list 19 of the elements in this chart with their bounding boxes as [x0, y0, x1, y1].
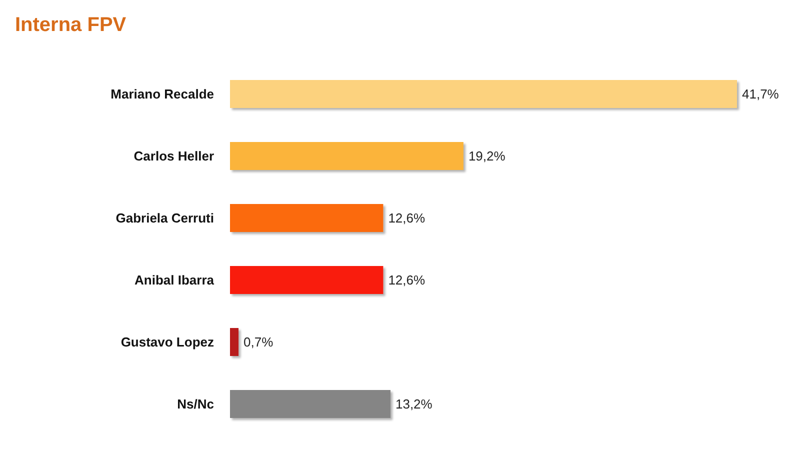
y-tick-label: Carlos Heller [134, 148, 214, 164]
y-tick-label: Ns/Nc [177, 396, 214, 412]
y-tick-label: Gabriela Cerruti [116, 210, 214, 226]
y-tick-label: Gustavo Lopez [120, 334, 214, 350]
chart-title: Interna FPV [15, 14, 127, 36]
bar [230, 204, 384, 232]
bar [230, 266, 384, 294]
data-label: 13,2% [395, 396, 433, 412]
bar [230, 80, 737, 108]
bar [230, 390, 390, 418]
data-label: 0,7% [244, 334, 274, 350]
bar [230, 328, 239, 356]
data-label: 41,7% [742, 86, 780, 102]
data-label: 19,2% [468, 148, 506, 164]
y-tick-label: Anibal Ibarra [134, 272, 215, 288]
data-label: 12,6% [388, 272, 426, 288]
data-label: 12,6% [388, 210, 426, 226]
y-tick-label: Mariano Recalde [110, 86, 214, 102]
bar [230, 142, 464, 170]
